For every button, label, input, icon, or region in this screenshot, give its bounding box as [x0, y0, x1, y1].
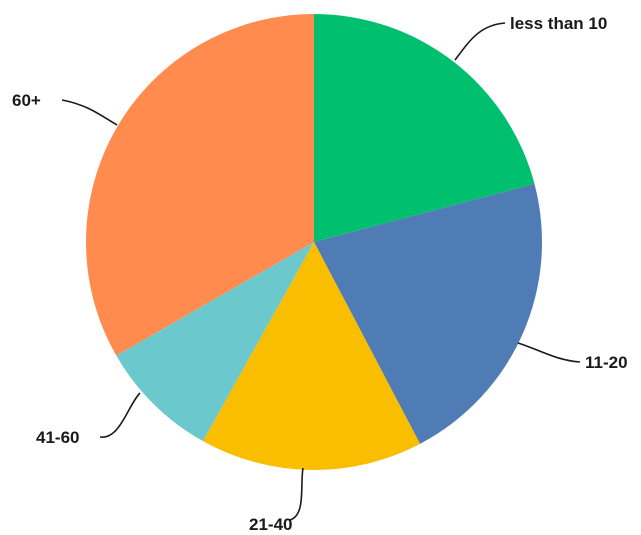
slice-label-21-40: 21-40	[249, 515, 292, 534]
slice-label-less-than-10: less than 10	[510, 14, 607, 33]
leader-line-less-than-10	[454, 22, 506, 61]
leader-line-21-40	[289, 467, 304, 521]
pie-slice-60	[85, 14, 314, 356]
pie-slice-21-40	[202, 242, 421, 470]
slice-label-60: 60+	[12, 91, 41, 110]
leader-line-41-60	[99, 392, 141, 438]
pie-slice-less-than-10	[314, 14, 535, 242]
pie-slice-41-60	[116, 242, 314, 442]
slice-label-41-60: 41-60	[36, 428, 79, 447]
leader-lines-layer	[61, 22, 581, 521]
pie-slice-11-20	[314, 183, 543, 444]
slices-layer	[85, 14, 543, 470]
leader-line-60	[61, 99, 118, 126]
slice-label-11-20: 11-20	[585, 353, 628, 372]
leader-line-11-20	[517, 342, 581, 363]
labels-layer: less than 10 11-20 21-40 41-60 60+	[12, 14, 628, 534]
